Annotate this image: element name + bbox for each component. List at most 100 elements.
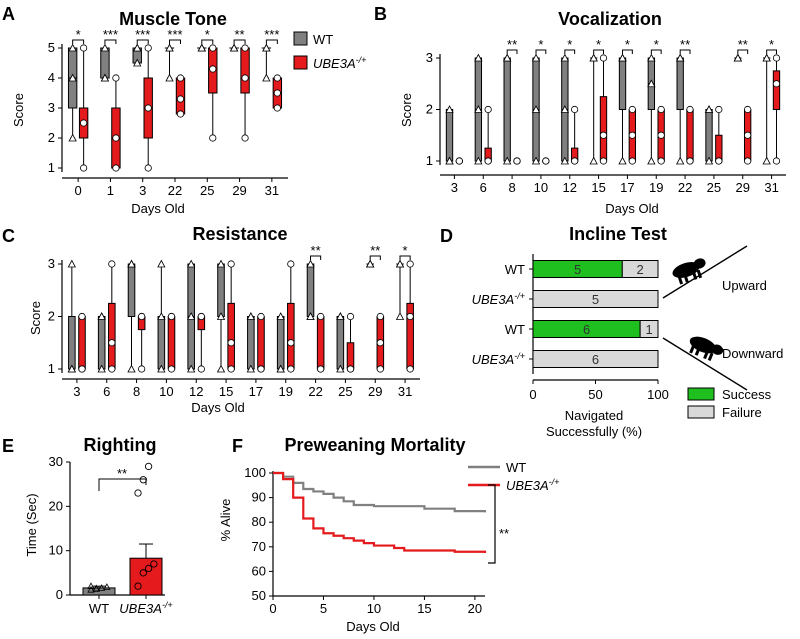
panel-a-ube-point [176, 74, 185, 82]
panel-a-ube-point [273, 104, 281, 112]
panel-b-wt-point [531, 105, 541, 113]
panel-a-wt-point [165, 43, 174, 52]
panel-e-ube-point [134, 489, 142, 497]
legend-a-wt-label: WT [313, 32, 333, 47]
panel-e-ube-point [144, 462, 153, 471]
panel-d-row-label-text: UBE3A [472, 292, 515, 307]
panel-b-ube-point [744, 105, 752, 114]
panel-a-ube-box [240, 47, 250, 94]
panel-a-sig-bracket [136, 39, 149, 44]
legend-d-success-label: Success [722, 387, 772, 402]
panel-b-wt-point [762, 156, 771, 165]
panel-b-wt-point [560, 53, 570, 62]
panel-c-wt-box [276, 316, 285, 370]
panel-b-wt-box [445, 109, 454, 162]
panel-letter-a: A [2, 4, 15, 24]
panel-b-wt-box [676, 57, 684, 110]
panel-b-ube-point [657, 157, 665, 165]
panel-a-wt-point [133, 43, 142, 52]
panel-f-ytick-label: 60 [252, 563, 266, 578]
panel-b-wt-point [647, 156, 656, 165]
panel-a-sig-bracket [233, 39, 246, 44]
panel-c-wt-point [216, 364, 226, 373]
panel-a-ube-point [144, 164, 152, 172]
panel-c-wt-point [306, 259, 315, 268]
panel-letter-f: F [232, 436, 243, 456]
panel-letter-c: C [2, 226, 15, 246]
panel-f-xtick-label: 5 [320, 601, 327, 616]
panel-c-wt-point [97, 364, 106, 373]
panel-a-ube-point [176, 95, 185, 103]
panel-b-xtick-label: 6 [480, 180, 487, 195]
panel-b-sig-label: ** [680, 37, 690, 52]
panel-c-ube-box [227, 302, 235, 370]
panel-e-wt-point [103, 583, 111, 590]
panel-d-xtick-label: 50 [588, 387, 602, 402]
panel-b-wt-point [503, 53, 512, 62]
panel-f-xtick-label: 15 [417, 601, 431, 616]
panel-b-ube-point [628, 157, 636, 165]
panel-f-ube-curve [273, 471, 487, 553]
panel-c-wt-box [68, 316, 76, 370]
panel-b-xtick-label: 22 [678, 180, 692, 195]
panel-c-ytick-label: 2 [48, 309, 55, 324]
panel-c-ube-point [138, 312, 146, 321]
panel-b-ube-point [657, 105, 665, 114]
panel-a-ytick-label: 3 [48, 100, 55, 115]
panel-c-wt-box [217, 263, 225, 317]
panel-b-wt-point [560, 105, 570, 113]
panel-a-wt-point [100, 73, 110, 82]
panel-c-ube-point [227, 339, 235, 347]
panel-e-wt-point [97, 584, 106, 591]
panel-a-ytick-label: 1 [48, 160, 55, 175]
panel-e-ytick-label: 0 [56, 587, 63, 602]
panel-e-ytick-label: 30 [49, 454, 63, 469]
panel-c-xtick-label: 3 [73, 384, 80, 399]
panel-b-ube-box [715, 134, 723, 162]
panel-e-xtick-label-text: WT [89, 601, 109, 616]
panel-c-wt-box [97, 316, 106, 370]
panel-d-xtick-label: 100 [647, 387, 669, 402]
panel-b-ube-point [455, 157, 463, 165]
panel-a-ube-point [112, 74, 120, 82]
panel-b-xtick-label: 10 [534, 180, 548, 195]
panel-b-sig-bracket [564, 49, 576, 54]
legend-d-success-swatch [687, 387, 715, 401]
panel-b-ube-box [772, 70, 781, 110]
panel-c-ube-box [316, 316, 325, 370]
panel-e-xtick-label-text: UBE3A [119, 601, 162, 616]
panel-a-xlabel: Days Old [131, 201, 184, 216]
panel-c-xtick-label: 25 [338, 384, 352, 399]
panel-f-ytick-label: 100 [244, 465, 266, 480]
panel-a-wt-point [100, 43, 110, 52]
panel-c-ube-point [108, 260, 116, 268]
panel-b-sig-label: * [654, 37, 659, 52]
panel-c-xtick-label: 12 [189, 384, 203, 399]
panel-a-ube-point [112, 134, 120, 142]
panel-d-success-count: 6 [583, 322, 590, 337]
panel-b-ube-point [744, 157, 752, 165]
panel-a-wt-point [165, 73, 174, 82]
panel-a-title: Muscle Tone [119, 9, 227, 29]
panel-d-row-label-sup: -/+ [514, 351, 525, 361]
panel-d-row-label: WT [505, 322, 525, 337]
panel-c-ube-point [406, 312, 414, 321]
panel-f-xtick-label: 10 [367, 601, 381, 616]
panel-b-ube-point [772, 157, 781, 165]
panel-c-ylabel: Score [28, 301, 43, 335]
panel-b-sig-bracket [679, 49, 691, 54]
panel-b-sig-bracket [622, 49, 633, 54]
panel-a-ube-point [273, 89, 281, 97]
pig-downward-icon [689, 336, 724, 361]
panel-b-sig-label: * [567, 37, 572, 52]
panel-e-xtick-label: UBE3A-/+ [119, 600, 172, 616]
panel-c-sig-bracket [369, 255, 381, 260]
legend-a-wt-swatch [293, 31, 308, 46]
panel-a-ube-point [209, 134, 217, 142]
panel-c-xtick-label: 8 [133, 384, 140, 399]
panel-a-sig-bracket [104, 39, 117, 44]
panel-e-ylabel: Time (Sec) [24, 493, 39, 556]
panel-a-ube-point [209, 44, 217, 52]
panel-a-sig-label: *** [135, 27, 150, 42]
panel-c-ytick-label: 1 [48, 361, 55, 376]
